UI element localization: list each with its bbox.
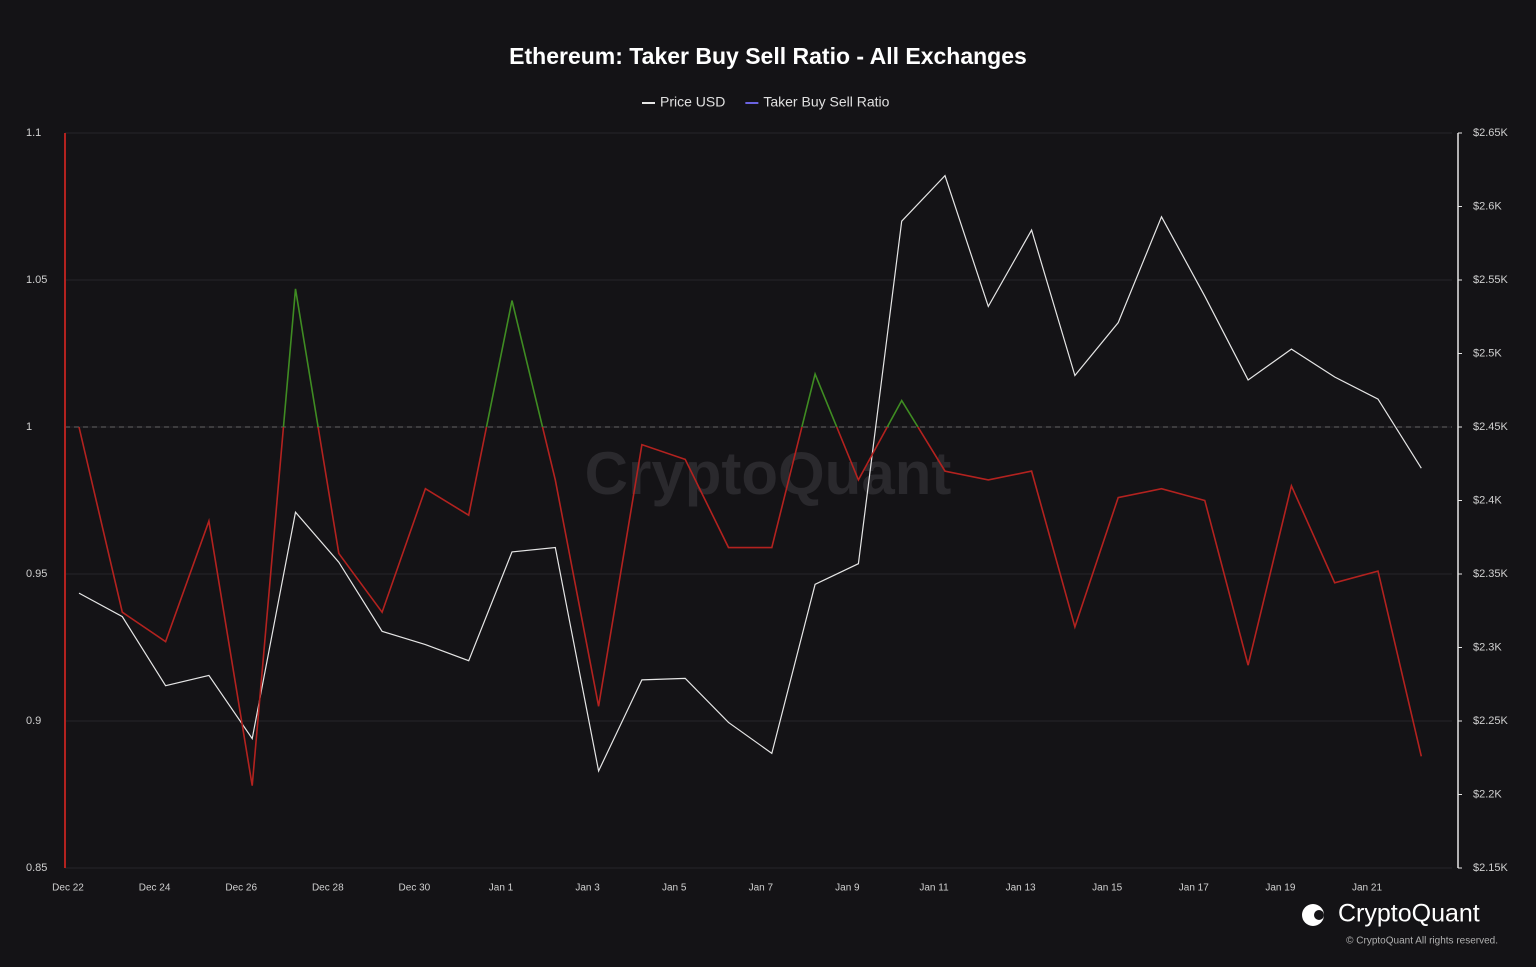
y-tick-label: 1 [26, 421, 32, 433]
y-tick-label: 0.95 [26, 568, 47, 580]
x-tick-label: Jan 17 [1179, 883, 1209, 894]
y2-tick-label: $2.45K [1473, 421, 1509, 433]
ratio-line-above [79, 288, 919, 427]
x-tick-label: Jan 1 [489, 883, 514, 894]
x-tick-label: Dec 22 [52, 883, 84, 894]
x-tick-label: Dec 26 [225, 883, 257, 894]
y2-tick-label: $2.35K [1473, 568, 1509, 580]
x-tick-label: Jan 5 [662, 883, 687, 894]
legend-label: Price USD [660, 94, 725, 110]
x-tick-label: Jan 3 [575, 883, 600, 894]
x-tick-label: Jan 21 [1352, 883, 1382, 894]
price-line [78, 174, 1422, 773]
y2-tick-label: $2.3K [1473, 641, 1502, 653]
x-tick-label: Jan 15 [1092, 883, 1122, 894]
y-tick-label: 1.05 [26, 274, 47, 286]
y2-tick-label: $2.6K [1473, 200, 1502, 212]
y2-tick-label: $2.65K [1473, 127, 1509, 139]
x-tick-label: Jan 9 [835, 883, 860, 894]
y2-tick-label: $2.4K [1473, 494, 1502, 506]
logo-icon [1302, 904, 1324, 926]
y-tick-label: 0.9 [26, 715, 41, 727]
y2-tick-label: $2.5K [1473, 347, 1502, 359]
y2-tick-label: $2.25K [1473, 715, 1509, 727]
y2-tick-label: $2.15K [1473, 862, 1509, 874]
x-tick-label: Jan 7 [749, 883, 774, 894]
y2-tick-label: $2.2K [1473, 788, 1502, 800]
brand-name: CryptoQuant [1338, 900, 1480, 928]
brand-logo: CryptoQuant [1302, 900, 1480, 928]
x-tick-label: Jan 13 [1006, 883, 1036, 894]
y2-tick-label: $2.55K [1473, 274, 1509, 286]
ratio-line-below [78, 427, 1423, 786]
x-tick-label: Jan 19 [1265, 883, 1295, 894]
x-tick-label: Jan 11 [919, 883, 949, 894]
x-tick-label: Dec 30 [399, 883, 431, 894]
legend-label: Taker Buy Sell Ratio [763, 94, 889, 110]
x-tick-label: Dec 28 [312, 883, 344, 894]
watermark: CryptoQuant [585, 440, 952, 507]
x-tick-label: Dec 24 [139, 883, 171, 894]
logo-icon-hole [1314, 910, 1324, 920]
copyright: © CryptoQuant All rights reserved. [1346, 936, 1498, 947]
chart-title: Ethereum: Taker Buy Sell Ratio - All Exc… [509, 43, 1027, 69]
y-tick-label: 0.85 [26, 862, 47, 874]
y-tick-label: 1.1 [26, 127, 41, 139]
